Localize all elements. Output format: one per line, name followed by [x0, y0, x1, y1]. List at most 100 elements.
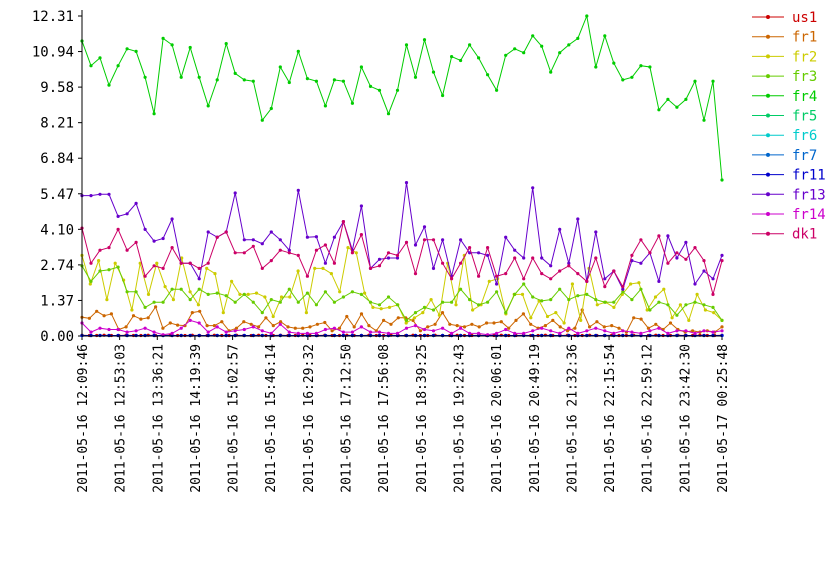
data-point	[432, 238, 435, 241]
data-point	[720, 178, 723, 181]
data-point	[252, 80, 255, 83]
data-point	[342, 331, 345, 334]
data-point	[89, 194, 92, 197]
data-point	[432, 308, 435, 311]
data-point	[171, 288, 174, 291]
data-point	[301, 327, 304, 330]
data-point	[612, 269, 615, 272]
x-tick-label: 2011-05-16 20:06:01	[490, 344, 505, 493]
data-point	[180, 76, 183, 79]
data-point	[316, 323, 319, 326]
data-point	[135, 50, 138, 53]
data-point	[594, 256, 597, 259]
data-point	[648, 329, 651, 332]
legend-label: dk1	[792, 227, 817, 243]
legend-marker	[766, 54, 770, 58]
data-point	[450, 332, 453, 335]
legend-item-fr2: fr2	[752, 49, 817, 65]
data-point	[486, 73, 489, 76]
data-point	[171, 332, 174, 335]
data-point	[261, 119, 264, 122]
data-point	[198, 267, 201, 270]
data-point	[117, 328, 120, 331]
y-tick-label: 4.10	[40, 222, 74, 238]
data-point	[666, 234, 669, 237]
data-point	[388, 306, 391, 309]
data-point	[567, 327, 570, 330]
data-point	[639, 288, 642, 291]
data-point	[324, 290, 327, 293]
data-point	[162, 37, 165, 40]
data-point	[242, 320, 245, 323]
data-point	[576, 37, 579, 40]
data-point	[675, 251, 678, 254]
data-point	[153, 301, 156, 304]
data-point	[477, 332, 480, 335]
legend-item-us1: us1	[752, 10, 817, 26]
series-line	[82, 16, 722, 180]
data-point	[270, 332, 273, 335]
data-point	[522, 256, 525, 259]
data-point	[238, 293, 241, 296]
legend-label: fr5	[792, 109, 817, 125]
data-point	[297, 254, 300, 257]
data-point	[696, 293, 699, 296]
data-point	[297, 269, 300, 272]
data-point	[630, 331, 633, 334]
legend-item-fr4: fr4	[752, 89, 817, 105]
data-point	[279, 238, 282, 241]
data-point	[596, 303, 599, 306]
data-point	[132, 314, 135, 317]
data-point	[595, 320, 598, 323]
data-point	[323, 321, 326, 324]
data-point	[419, 329, 422, 332]
data-point	[225, 294, 228, 297]
data-point	[639, 332, 642, 335]
legend-marker	[766, 114, 770, 118]
data-point	[270, 107, 273, 110]
data-point	[468, 43, 471, 46]
data-point	[98, 249, 101, 252]
data-point	[471, 308, 474, 311]
data-point	[654, 295, 657, 298]
data-point	[297, 189, 300, 192]
data-point	[387, 112, 390, 115]
data-point	[213, 272, 216, 275]
data-point	[355, 251, 358, 254]
data-point	[306, 275, 309, 278]
data-point	[441, 301, 444, 304]
data-point	[500, 320, 503, 323]
data-point	[504, 54, 507, 57]
data-point	[662, 288, 665, 291]
data-point	[558, 288, 561, 291]
data-point	[261, 242, 264, 245]
data-point	[135, 202, 138, 205]
data-point	[270, 259, 273, 262]
data-point	[720, 325, 723, 328]
data-point	[594, 298, 597, 301]
data-point	[594, 327, 597, 330]
data-point	[107, 193, 110, 196]
data-point	[432, 329, 435, 332]
y-tick-label: 10.94	[32, 45, 74, 61]
data-point	[89, 280, 92, 283]
data-point	[720, 319, 723, 322]
data-point	[234, 72, 237, 75]
data-point	[230, 280, 233, 283]
legend-item-fr13: fr13	[752, 187, 826, 203]
data-point	[360, 325, 363, 328]
y-tick-label: 9.58	[40, 80, 74, 96]
data-point	[504, 328, 507, 331]
data-point	[657, 327, 660, 330]
data-point	[369, 267, 372, 270]
data-point	[414, 243, 417, 246]
data-point	[117, 215, 120, 218]
data-point	[603, 325, 606, 328]
data-point	[648, 251, 651, 254]
data-point	[540, 256, 543, 259]
data-point	[492, 321, 495, 324]
data-point	[441, 262, 444, 265]
data-point	[567, 264, 570, 267]
data-point	[333, 327, 336, 330]
